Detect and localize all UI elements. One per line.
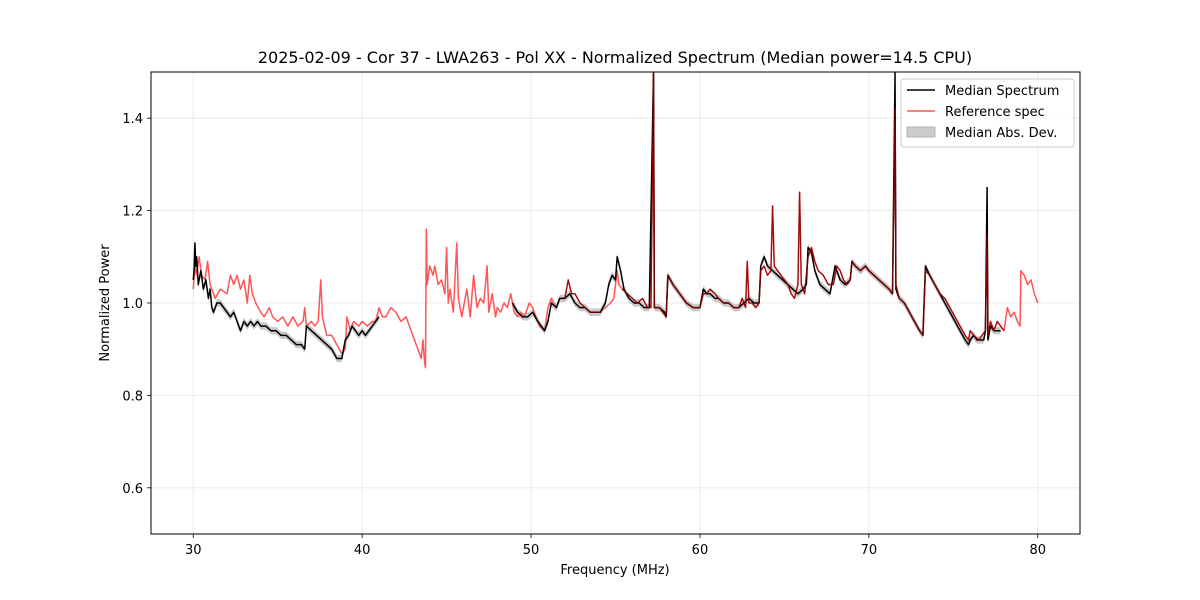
- x-tick-label: 40: [354, 543, 371, 558]
- axis-ticks: 30 40 50 60 70 80 0.6 0.8 1.0 1.2 1.4: [122, 112, 1046, 558]
- chart-title: 2025-02-09 - Cor 37 - LWA263 - Pol XX - …: [258, 48, 972, 67]
- median-abs-dev-band: [193, 239, 380, 363]
- overlap-line: [564, 279, 601, 313]
- series-layer: [192, 72, 1039, 369]
- legend-median-label: Median Spectrum: [945, 84, 1059, 99]
- legend-mad-label: Median Abs. Dev.: [945, 126, 1057, 141]
- y-tick-label: 0.8: [122, 389, 143, 404]
- x-tick-label: 30: [185, 543, 202, 558]
- x-tick-label: 60: [692, 543, 709, 558]
- legend: Median Spectrum Reference spec Median Ab…: [900, 78, 1075, 148]
- legend-box: [900, 78, 1075, 148]
- y-tick-label: 1.2: [122, 205, 143, 220]
- y-tick-label: 1.4: [122, 112, 143, 127]
- x-tick-label: 50: [523, 543, 540, 558]
- overlap-line: [621, 72, 1005, 341]
- x-tick-label: 80: [1029, 543, 1046, 558]
- x-tick-label: 70: [861, 543, 878, 558]
- y-tick-label: 1.0: [122, 297, 143, 312]
- legend-reference-label: Reference spec: [945, 105, 1045, 120]
- x-axis-title: Frequency (MHz): [560, 563, 669, 578]
- legend-mad-swatch: [906, 126, 936, 138]
- y-tick-label: 0.6: [122, 482, 143, 497]
- y-axis-title: Normalized Power: [98, 244, 113, 362]
- median-spectrum-line: [192, 242, 380, 360]
